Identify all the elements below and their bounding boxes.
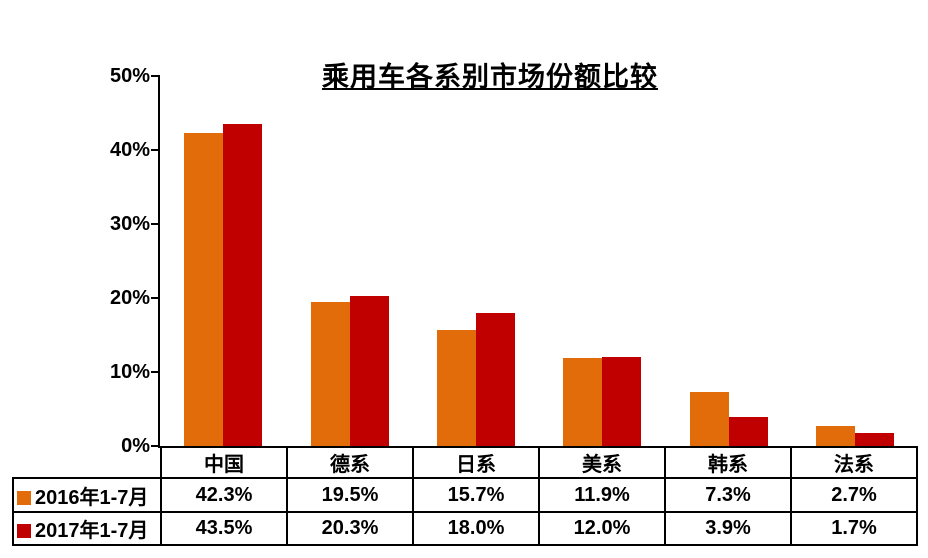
table-row-series0: 2016年1-7月 42.3% 19.5% 15.7% 11.9% 7.3% 2.7% <box>12 477 918 513</box>
value-cell-series1-cat5: 1.7% <box>790 511 918 546</box>
value-cell-series1-cat0: 43.5% <box>160 511 288 546</box>
value-cell-series1-cat2: 18.0% <box>412 511 540 546</box>
category-header-德系: 德系 <box>286 446 414 479</box>
bar-series0-韩系 <box>689 391 729 446</box>
y-axis-tick-label: 20% <box>109 287 150 309</box>
table-row-series1: 2017年1-7月 43.5% 20.3% 18.0% 12.0% 3.9% 1.7% <box>12 511 918 546</box>
legend-label-series1: 2017年1-7月 <box>35 520 149 542</box>
y-axis-tick-mark <box>151 371 159 373</box>
y-axis-tick-mark <box>151 445 159 447</box>
bar-series0-法系 <box>815 426 855 446</box>
y-axis-tick-label: 50% <box>109 65 150 87</box>
value-cell-series0-cat0: 42.3% <box>160 477 288 513</box>
data-table: 中国 德系 日系 美系 韩系 法系 2016年1-7月 42.3% 19.5% 15.7% 11.9… <box>12 446 918 546</box>
y-axis-tick-label: 10% <box>109 361 150 383</box>
bar-series0-中国 <box>184 132 224 446</box>
value-cell-series1-cat3: 12.0% <box>538 511 666 546</box>
value-cell-series0-cat3: 11.9% <box>538 477 666 513</box>
bar-series1-日系 <box>475 312 515 446</box>
y-axis-tick-mark <box>151 297 159 299</box>
value-cell-series0-cat5: 2.7% <box>790 477 918 513</box>
y-axis-tick-mark <box>151 75 159 77</box>
bar-series1-中国 <box>223 124 263 446</box>
category-header-中国: 中国 <box>160 446 288 479</box>
y-axis-tick-label: 40% <box>109 139 150 161</box>
y-axis-line <box>158 75 160 448</box>
y-axis-tick-mark <box>151 223 159 225</box>
bar-series0-日系 <box>436 329 476 446</box>
legend-label-series0: 2016年1-7月 <box>35 486 149 509</box>
legend-cell-series0: 2016年1-7月 <box>12 477 162 513</box>
data-table-wrap: 中国 德系 日系 美系 韩系 法系 2016年1-7月 42.3% 19.5% 15.7% 11.9… <box>12 446 918 546</box>
bar-series1-法系 <box>854 433 894 446</box>
legend-cell-series1: 2017年1-7月 <box>12 511 162 546</box>
legend-marker-icon-series0 <box>17 490 31 505</box>
value-cell-series0-cat4: 7.3% <box>664 477 792 513</box>
y-axis-tick-mark <box>151 149 159 151</box>
category-header-美系: 美系 <box>538 446 666 479</box>
chart-title: 乘用车各系别市场份额比较 <box>322 62 658 92</box>
y-axis-tick-label: 0% <box>121 435 150 457</box>
bar-series1-美系 <box>602 357 642 446</box>
category-header-日系: 日系 <box>412 446 540 479</box>
value-cell-series0-cat1: 19.5% <box>286 477 414 513</box>
category-header-韩系: 韩系 <box>664 446 792 479</box>
value-cell-series0-cat2: 15.7% <box>412 477 540 513</box>
value-cell-series1-cat1: 20.3% <box>286 511 414 546</box>
plot-area <box>160 75 918 446</box>
bar-series0-美系 <box>563 357 603 446</box>
table-corner-cell <box>13 447 161 478</box>
bar-series1-韩系 <box>728 417 768 446</box>
y-axis-tick-label: 30% <box>109 213 150 235</box>
legend-marker-icon-series1 <box>17 524 31 538</box>
bar-series0-德系 <box>310 301 350 446</box>
category-header-法系: 法系 <box>790 446 918 479</box>
bar-series1-德系 <box>349 295 389 446</box>
value-cell-series1-cat4: 3.9% <box>664 511 792 546</box>
